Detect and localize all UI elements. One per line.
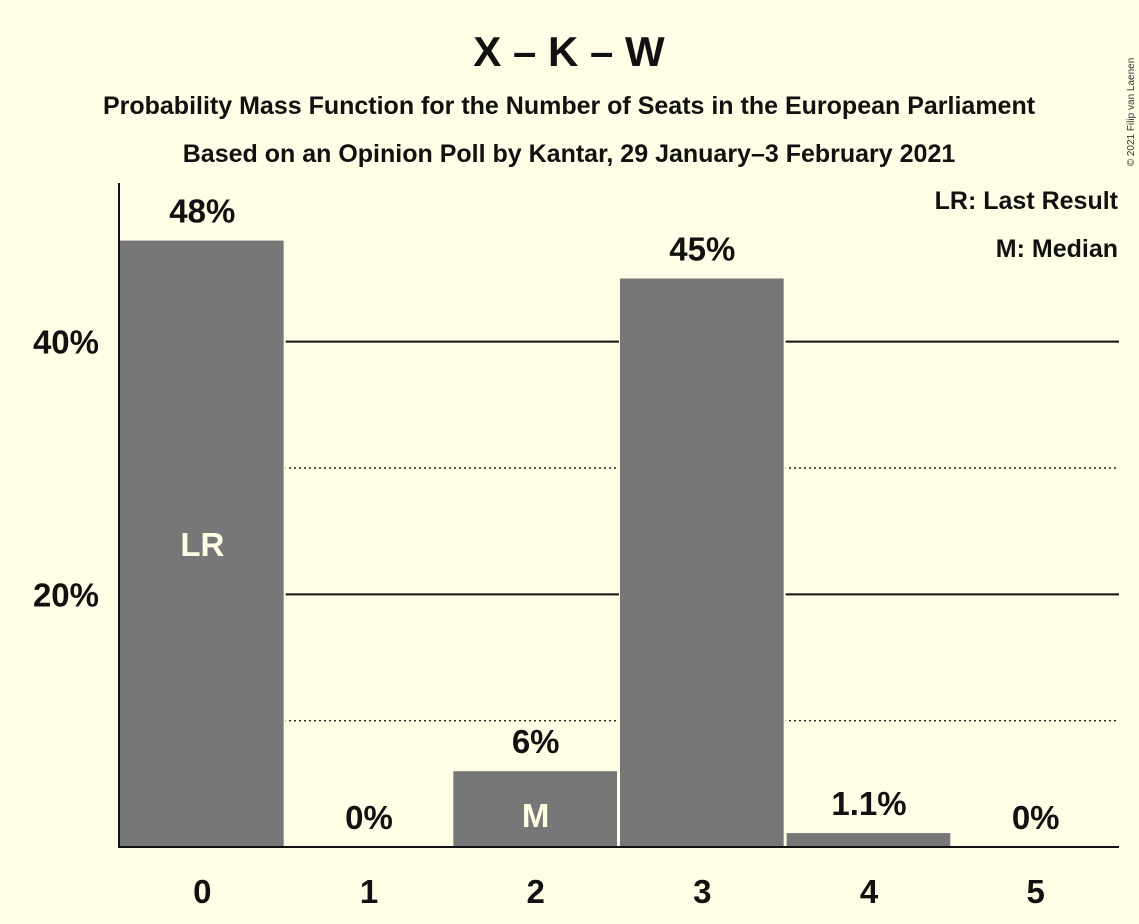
x-tick-label-3: 3 [693, 873, 711, 910]
y-tick-label-1: 40% [33, 324, 99, 361]
chart-subtitle-line-2: Based on an Opinion Poll by Kantar, 29 J… [183, 140, 956, 168]
x-tick-label-1: 1 [360, 873, 378, 910]
x-tick-label-0: 0 [193, 873, 211, 910]
copyright-text: © 2021 Filip van Laenen [1126, 58, 1137, 167]
legend-median: M: Median [996, 235, 1118, 263]
value-label-1: 0% [345, 799, 393, 836]
value-label-4: 1.1% [831, 785, 906, 822]
value-label-2: 6% [512, 723, 560, 760]
x-tick-label-4: 4 [860, 873, 879, 910]
bar-3 [620, 278, 784, 848]
axes [118, 183, 1119, 848]
bar-2 [453, 771, 617, 847]
value-label-3: 45% [669, 230, 735, 267]
y-tick-label-0: 20% [33, 576, 99, 613]
x-tick-label-5: 5 [1026, 873, 1044, 910]
bars [119, 240, 953, 848]
bar-marker-lr: LR [180, 526, 224, 563]
value-label-5: 0% [1012, 799, 1060, 836]
bar-4 [786, 833, 951, 847]
value-label-0: 48% [169, 193, 235, 230]
chart-subtitle-line-1: Probability Mass Function for the Number… [103, 92, 1036, 120]
bar-marker-m: M [522, 797, 550, 834]
bar-0 [120, 240, 284, 848]
legend-last-result: LR: Last Result [935, 187, 1119, 215]
chart-title: X – K – W [473, 28, 665, 75]
x-tick-label-2: 2 [526, 873, 544, 910]
